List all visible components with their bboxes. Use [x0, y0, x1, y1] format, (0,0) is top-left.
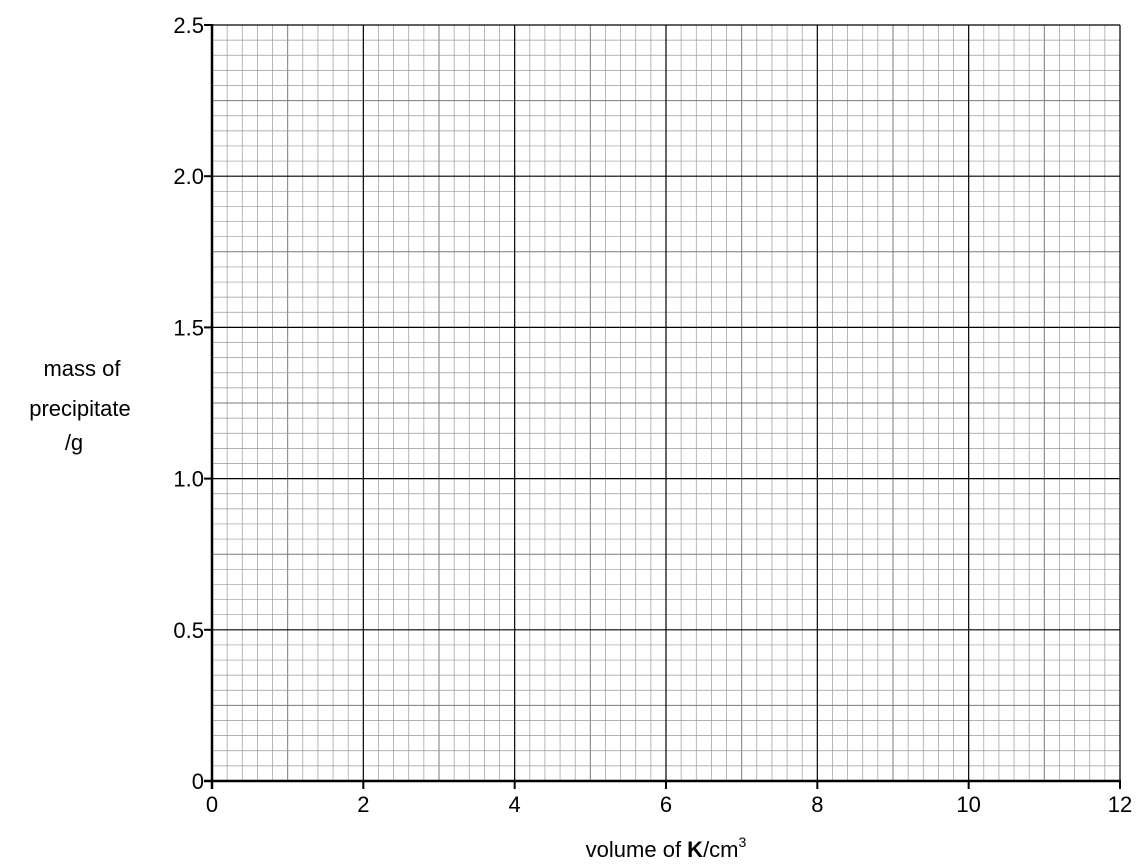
- x-tick-label: 8: [811, 792, 823, 817]
- y-axis-label-line-1: mass of: [43, 356, 121, 381]
- x-tick-label: 6: [660, 792, 672, 817]
- x-tick-label: 2: [357, 792, 369, 817]
- y-tick-label: 0.5: [173, 618, 204, 643]
- x-tick-label: 10: [956, 792, 980, 817]
- y-axis-label: mass of precipitate /g: [29, 356, 131, 455]
- y-tick-labels: 0 0.5 1.0 1.5 2.0 2.5: [173, 13, 204, 794]
- y-tick-label: 0: [192, 769, 204, 794]
- y-tick-label: 2.0: [173, 164, 204, 189]
- x-axis-label: volume of K/cm3: [586, 834, 747, 862]
- y-tick-label: 1.0: [173, 467, 204, 492]
- x-tick-labels: 0 2 4 6 8 10 12: [206, 792, 1132, 817]
- x-tick-label: 0: [206, 792, 218, 817]
- axes: [204, 24, 1121, 789]
- x-tick-label: 4: [509, 792, 521, 817]
- y-axis-label-line-3: /g: [65, 430, 83, 455]
- y-tick-label: 1.5: [173, 315, 204, 340]
- x-tick-label: 12: [1108, 792, 1132, 817]
- y-axis-label-line-2: precipitate: [29, 396, 131, 421]
- y-tick-label: 2.5: [173, 13, 204, 38]
